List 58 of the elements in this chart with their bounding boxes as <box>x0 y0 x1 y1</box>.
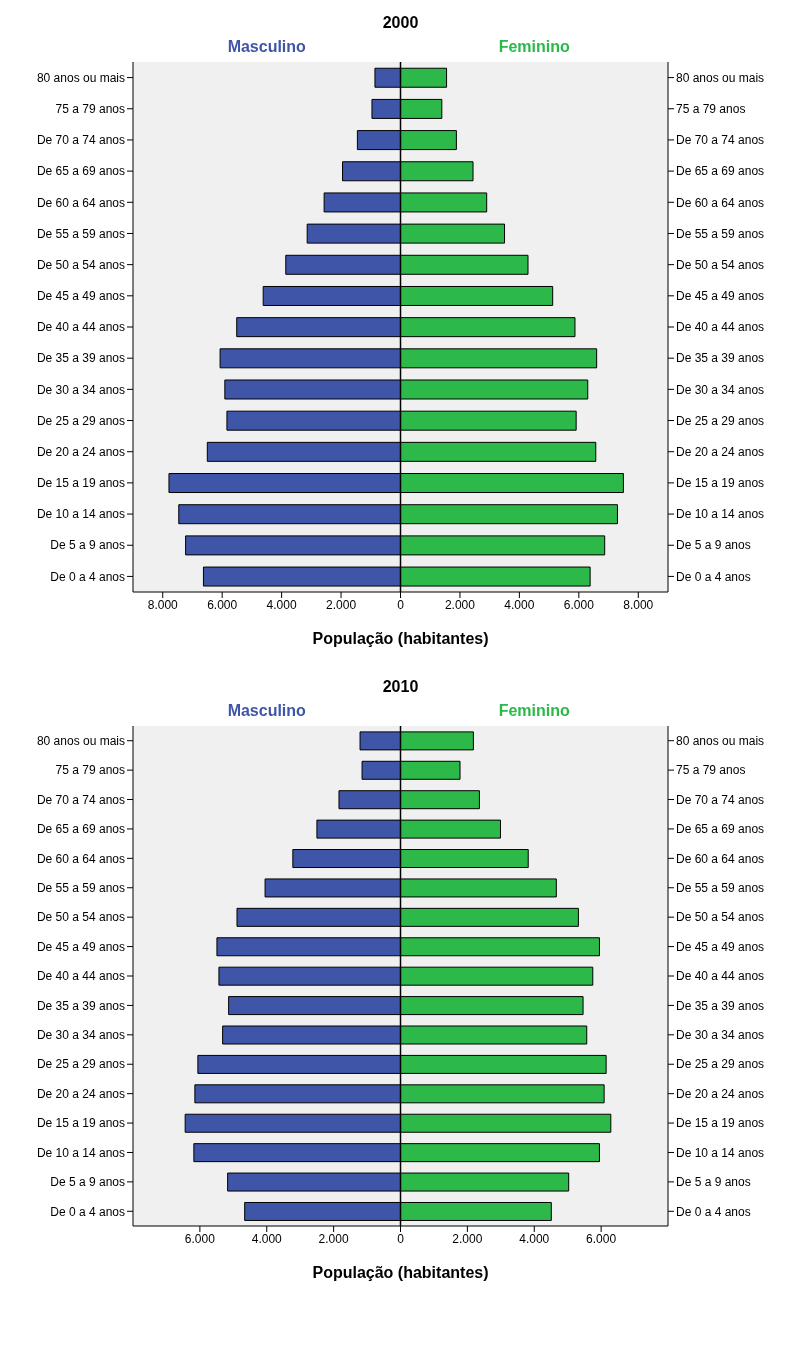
x-tick-label: 2.000 <box>452 1231 483 1246</box>
y-tick-label: De 5 a 9 anos <box>50 538 125 553</box>
y-tick-label: De 50 a 54 anos <box>676 910 765 925</box>
x-tick-label: 2.000 <box>326 597 357 612</box>
y-tick-label: De 0 a 4 anos <box>676 1204 751 1219</box>
y-tick-label: De 20 a 24 anos <box>36 444 125 459</box>
y-tick-label: De 0 a 4 anos <box>50 569 125 584</box>
y-tick-label: De 20 a 24 anos <box>676 1086 765 1101</box>
y-tick-label: De 45 a 49 anos <box>676 939 765 954</box>
y-tick-label: De 15 a 19 anos <box>676 1116 765 1131</box>
x-axis-title: População (habitantes) <box>312 630 489 647</box>
x-tick-label: 8.000 <box>147 597 179 612</box>
y-tick-label: De 70 a 74 anos <box>676 792 765 807</box>
x-tick-label: 6.000 <box>184 1231 216 1246</box>
text: Masculino <box>226 702 307 721</box>
y-tick-label: 80 anos ou mais <box>36 70 125 85</box>
chart-title: 2010 <box>381 677 420 697</box>
y-tick-label: De 70 a 74 anos <box>36 133 125 148</box>
x-tick-label: 8.000 <box>623 597 654 612</box>
y-tick-label: De 10 a 14 anos <box>676 1145 765 1160</box>
y-tick-label: De 55 a 59 anos <box>36 226 125 241</box>
x-tick-label: 2.000 <box>318 1231 349 1246</box>
y-tick-label: De 30 a 34 anos <box>676 1028 765 1043</box>
x-tick-label: 4.000 <box>266 597 297 612</box>
y-tick-label: De 40 a 44 anos <box>36 320 125 335</box>
x-tick-label: 0 <box>397 597 405 612</box>
y-tick-label: 80 anos ou mais <box>676 733 765 748</box>
x-tick-label: 0 <box>397 1231 405 1246</box>
y-tick-label: De 45 a 49 anos <box>36 289 125 304</box>
y-tick-label: De 40 a 44 anos <box>676 969 765 984</box>
y-tick-label: De 30 a 34 anos <box>36 382 125 397</box>
x-tick-label: 4.000 <box>251 1231 283 1246</box>
y-tick-label: De 15 a 19 anos <box>36 476 125 491</box>
text: Masculino <box>226 38 307 57</box>
y-tick-label: De 5 a 9 anos <box>676 1175 751 1190</box>
x-tick-label: 2.000 <box>444 597 476 612</box>
y-tick-label: De 65 a 69 anos <box>676 822 765 837</box>
series-label: Feminino <box>497 702 571 721</box>
y-tick-label: De 60 a 64 anos <box>676 851 765 866</box>
y-tick-label: De 65 a 69 anos <box>36 164 125 179</box>
y-tick-label: De 35 a 39 anos <box>36 351 125 366</box>
y-tick-label: De 60 a 64 anos <box>36 195 125 210</box>
y-tick-label: De 50 a 54 anos <box>36 257 125 272</box>
y-tick-label: De 25 a 29 anos <box>36 413 125 428</box>
y-tick-label: De 10 a 14 anos <box>36 507 125 522</box>
chart-title: 2000 <box>381 13 420 33</box>
text: Feminino <box>497 38 571 57</box>
x-tick-label: 6.000 <box>586 1231 617 1246</box>
y-tick-label: 75 a 79 anos <box>676 763 746 778</box>
y-tick-label: De 35 a 39 anos <box>676 998 765 1013</box>
x-tick-label: 4.000 <box>519 1231 550 1246</box>
x-tick-label: 6.000 <box>207 597 238 612</box>
x-tick-label: 6.000 <box>563 597 595 612</box>
y-tick-label: 75 a 79 anos <box>55 102 125 117</box>
x-tick-label: 4.000 <box>504 597 535 612</box>
y-tick-label: De 55 a 59 anos <box>676 881 765 896</box>
x-axis-title: População (habitantes) <box>312 1264 489 1281</box>
y-tick-label: De 25 a 29 anos <box>676 1057 765 1072</box>
